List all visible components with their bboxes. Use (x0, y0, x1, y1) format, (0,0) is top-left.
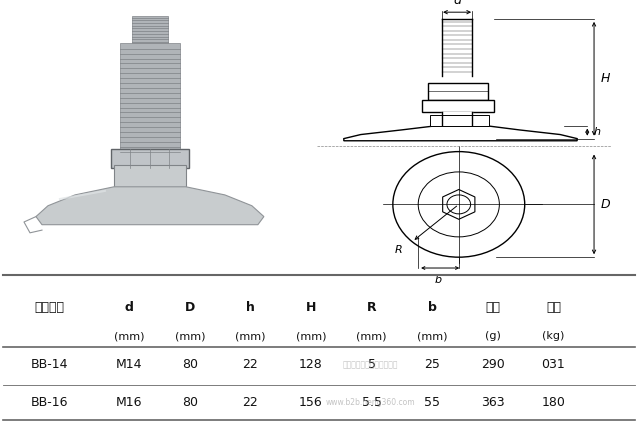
Text: 25: 25 (424, 358, 440, 371)
Text: 80: 80 (182, 396, 198, 409)
Text: 180: 180 (542, 396, 565, 409)
Text: d: d (453, 0, 461, 7)
Text: 80: 80 (182, 358, 198, 371)
Text: R: R (367, 301, 376, 314)
Text: 湖州桜胜物流设备有限公司: 湖州桜胜物流设备有限公司 (343, 360, 397, 369)
Text: 156: 156 (299, 396, 323, 409)
Text: h: h (246, 301, 255, 314)
Text: d: d (125, 301, 133, 314)
Text: (g): (g) (485, 331, 501, 341)
Text: 5: 5 (367, 358, 376, 371)
Text: H: H (601, 72, 610, 85)
FancyBboxPatch shape (111, 149, 189, 168)
Text: 自重: 自重 (486, 301, 500, 314)
Text: (mm): (mm) (114, 331, 144, 341)
Text: (kg): (kg) (542, 331, 565, 341)
Text: www.b2b.heng360.com: www.b2b.heng360.com (325, 398, 415, 407)
Text: 290: 290 (481, 358, 505, 371)
Circle shape (419, 172, 500, 237)
Bar (132, 16, 168, 43)
Text: 363: 363 (481, 396, 505, 409)
Text: (mm): (mm) (235, 331, 265, 341)
Text: D: D (184, 301, 195, 314)
Bar (428, 82, 487, 100)
Text: h: h (594, 127, 601, 137)
Text: (mm): (mm) (296, 331, 326, 341)
Text: 55: 55 (424, 396, 440, 409)
Text: 承重: 承重 (546, 301, 561, 314)
Bar (422, 100, 494, 113)
Circle shape (393, 151, 524, 257)
Text: 128: 128 (299, 358, 323, 371)
Bar (430, 115, 489, 126)
Text: b: b (428, 301, 436, 314)
Text: (mm): (mm) (417, 331, 447, 341)
Text: M14: M14 (116, 358, 142, 371)
Text: 订货代号: 订货代号 (34, 301, 64, 314)
Text: M16: M16 (116, 396, 142, 409)
Text: BB-16: BB-16 (31, 396, 68, 409)
Text: R: R (395, 245, 403, 255)
Text: (mm): (mm) (357, 331, 387, 341)
Text: D: D (601, 198, 611, 211)
Text: 031: 031 (542, 358, 565, 371)
Text: 22: 22 (242, 396, 258, 409)
Text: (mm): (mm) (175, 331, 205, 341)
Text: 22: 22 (242, 358, 258, 371)
Polygon shape (344, 124, 577, 141)
Polygon shape (36, 187, 264, 225)
Text: b: b (435, 275, 442, 285)
Bar (120, 43, 180, 157)
Text: H: H (306, 301, 316, 314)
Text: BB-14: BB-14 (31, 358, 68, 371)
Text: 5.5: 5.5 (362, 396, 382, 409)
FancyBboxPatch shape (114, 165, 186, 187)
Circle shape (447, 195, 471, 214)
